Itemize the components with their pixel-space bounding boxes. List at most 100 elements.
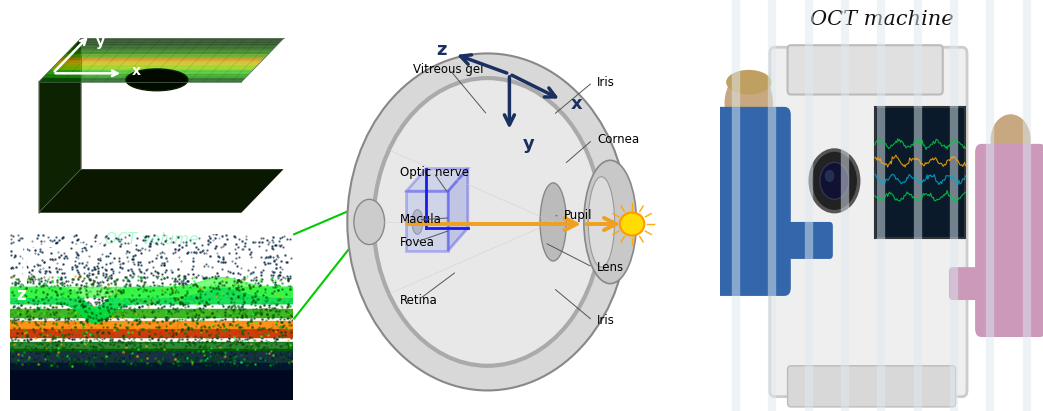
- Polygon shape: [53, 66, 257, 67]
- Point: [24, 296, 41, 303]
- Point: [166, 339, 183, 346]
- Point: [234, 285, 250, 291]
- Point: [67, 272, 83, 279]
- Point: [283, 347, 299, 353]
- Point: [259, 237, 275, 243]
- Point: [157, 359, 174, 365]
- Point: [210, 386, 226, 393]
- Polygon shape: [48, 72, 251, 73]
- Point: [180, 377, 197, 383]
- Point: [259, 246, 275, 253]
- Point: [15, 282, 31, 289]
- Point: [91, 390, 107, 396]
- Point: [102, 313, 119, 319]
- Point: [253, 346, 270, 352]
- Point: [242, 348, 259, 354]
- Point: [65, 308, 81, 315]
- Point: [222, 303, 239, 310]
- Point: [59, 323, 76, 330]
- Point: [107, 306, 124, 312]
- Point: [191, 383, 208, 390]
- Point: [280, 300, 296, 307]
- Point: [129, 352, 146, 359]
- Polygon shape: [57, 62, 261, 63]
- Point: [130, 345, 147, 351]
- Point: [282, 313, 298, 320]
- Point: [162, 291, 178, 297]
- Point: [34, 283, 51, 289]
- Point: [34, 289, 51, 295]
- Point: [114, 313, 130, 320]
- Point: [35, 259, 52, 265]
- Point: [40, 328, 56, 335]
- Point: [147, 254, 164, 261]
- Point: [31, 314, 48, 321]
- Point: [246, 298, 263, 305]
- Point: [94, 335, 111, 342]
- Point: [225, 301, 242, 308]
- Point: [132, 393, 149, 399]
- Point: [63, 311, 79, 317]
- Point: [192, 390, 209, 396]
- Point: [48, 303, 65, 310]
- Point: [216, 346, 233, 352]
- Point: [247, 277, 264, 283]
- Point: [21, 277, 38, 283]
- Point: [160, 331, 176, 338]
- Point: [276, 275, 293, 282]
- Point: [200, 275, 217, 282]
- Point: [30, 251, 47, 257]
- Point: [125, 255, 142, 262]
- Point: [75, 337, 92, 344]
- Point: [52, 371, 69, 378]
- Point: [194, 298, 211, 304]
- Point: [193, 329, 210, 335]
- Point: [221, 303, 238, 310]
- Point: [129, 261, 146, 267]
- Point: [236, 359, 252, 366]
- Point: [60, 342, 77, 349]
- Point: [116, 316, 132, 322]
- Point: [3, 248, 20, 255]
- Point: [97, 261, 114, 268]
- Point: [144, 330, 161, 336]
- Point: [59, 315, 76, 321]
- Point: [152, 276, 169, 282]
- Point: [48, 332, 65, 339]
- Point: [99, 274, 116, 281]
- Point: [107, 313, 124, 319]
- Point: [219, 294, 236, 300]
- Point: [48, 352, 65, 358]
- Point: [88, 343, 104, 350]
- Point: [60, 381, 77, 388]
- Point: [175, 373, 192, 380]
- Point: [107, 284, 124, 290]
- Point: [86, 356, 102, 362]
- Point: [30, 275, 47, 282]
- Point: [118, 341, 135, 348]
- Point: [14, 361, 30, 367]
- Point: [258, 337, 274, 344]
- Point: [246, 290, 263, 296]
- Point: [122, 272, 139, 278]
- Point: [92, 310, 108, 316]
- Point: [240, 319, 257, 325]
- Point: [145, 395, 162, 402]
- Point: [131, 358, 148, 364]
- Point: [199, 262, 216, 269]
- Point: [157, 312, 174, 319]
- Point: [51, 300, 68, 307]
- Point: [130, 286, 147, 293]
- Point: [210, 334, 226, 341]
- Point: [163, 309, 179, 316]
- Point: [131, 297, 148, 303]
- Point: [40, 305, 56, 312]
- Point: [5, 324, 22, 331]
- Point: [143, 291, 160, 298]
- Point: [93, 342, 110, 348]
- Point: [219, 343, 236, 350]
- Point: [197, 357, 214, 363]
- Point: [19, 332, 35, 339]
- Point: [115, 312, 131, 319]
- Point: [113, 353, 129, 360]
